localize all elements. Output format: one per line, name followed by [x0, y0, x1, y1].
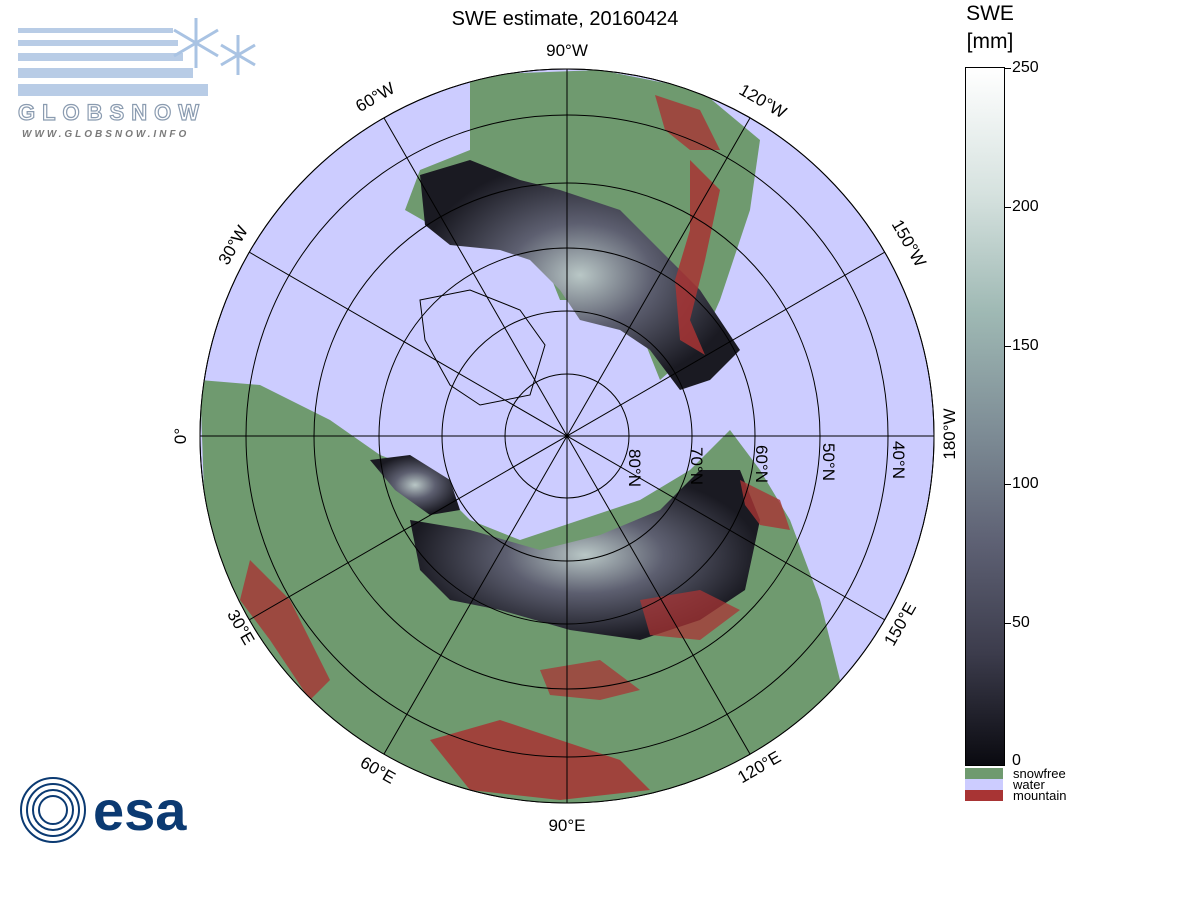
- colorbar-tick-label-50: 50: [1012, 614, 1030, 631]
- colorbar-tick: [1004, 346, 1011, 347]
- legend-swatch-snowfree: [965, 768, 1003, 779]
- eurasia-mountain-5: [640, 590, 740, 640]
- map-title: SWE estimate, 20160424: [451, 8, 679, 30]
- colorbar-tick: [1004, 68, 1011, 69]
- eurasia-mountain-4: [740, 480, 790, 530]
- colorbar-tick-label-250: 250: [1012, 59, 1039, 76]
- lat-label-80n: 80°N: [625, 449, 644, 487]
- colorbar-tick: [1004, 207, 1011, 208]
- lon-label-180w: 180°W: [940, 408, 959, 459]
- swe-colorbar: [965, 67, 1005, 766]
- colorbar-title-line2: [mm]: [966, 30, 1014, 53]
- legend-label-mountain: mountain: [1013, 788, 1067, 803]
- na-snow-cover: [420, 160, 740, 390]
- globsnow-logo: GLOBSNOW WWW.GLOBSNOW.INFO: [18, 18, 256, 140]
- scandinavia-snow: [370, 455, 460, 515]
- eurasia-mountain-3: [540, 660, 640, 700]
- lon-label-90e: 90°E: [548, 816, 585, 835]
- eurasia-mountain-1: [430, 720, 650, 800]
- lon-label-150w: 150°W: [888, 216, 930, 270]
- legend-label-snowfree: snowfree: [1013, 766, 1066, 781]
- globsnow-url: WWW.GLOBSNOW.INFO: [22, 129, 189, 140]
- esa-globe-icon: [20, 777, 86, 843]
- legend-label-water: water: [1013, 777, 1045, 792]
- meridians: [200, 69, 934, 803]
- legend-swatch-water: [965, 779, 1003, 790]
- lon-label-90w: 90°W: [546, 41, 588, 60]
- lat-label-40n: 40°N: [889, 441, 908, 479]
- colorbar-tick: [1004, 623, 1011, 624]
- snowflake-icon: [173, 18, 256, 75]
- colorbar-tick-label-100: 100: [1012, 475, 1039, 492]
- lon-label-60w: 60°W: [352, 79, 398, 116]
- colorbar-title-line1: SWE: [966, 2, 1014, 25]
- na-mountain-1: [675, 160, 720, 355]
- legend-swatch-mountain: [965, 790, 1003, 801]
- colorbar-tick: [1004, 484, 1011, 485]
- esa-wordmark: esa: [93, 779, 187, 842]
- colorbar-tick-label-200: 200: [1012, 198, 1039, 215]
- colorbar-tick-label-150: 150: [1012, 337, 1039, 354]
- polar-map: 0° 30°W 60°W 90°W 120°W 150°W 180°W 150°…: [171, 41, 959, 835]
- globsnow-wordmark: GLOBSNOW: [18, 100, 206, 125]
- lat-label-70n: 70°N: [687, 447, 706, 485]
- na-mountain-2: [655, 95, 720, 150]
- lat-label-50n: 50°N: [819, 443, 838, 481]
- colorbar-tick-label-0: 0: [1012, 752, 1021, 769]
- eurasia-mountain-2: [240, 560, 330, 700]
- colorbar-title: SWE [mm]: [950, 0, 1030, 56]
- lon-label-0: 0°: [171, 428, 190, 444]
- lat-label-60n: 60°N: [752, 445, 771, 483]
- esa-logo: esa: [20, 777, 187, 843]
